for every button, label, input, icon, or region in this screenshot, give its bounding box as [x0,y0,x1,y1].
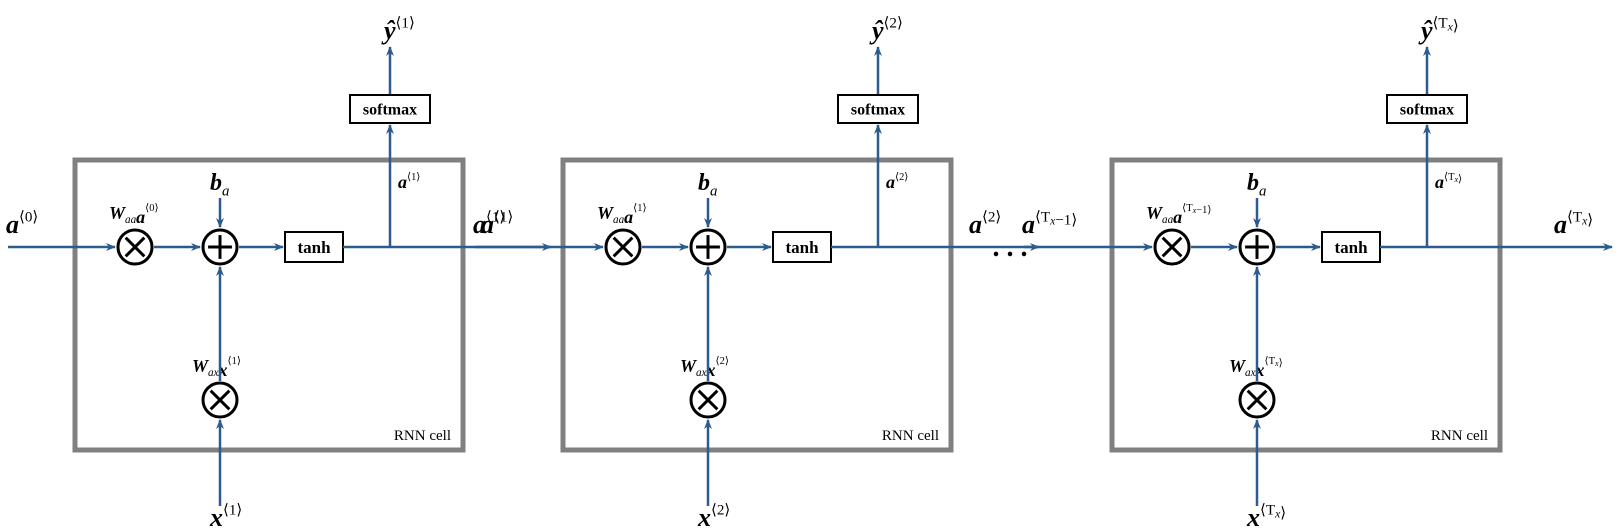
label-ba-1: ba [698,170,717,199]
label-a-top-0: a⟨1⟩ [398,172,420,192]
label-a-top-2: a⟨Tx⟩ [1435,172,1462,192]
rnn-cell-1 [75,160,463,450]
rnn-cell-label-1: RNN cell [394,428,451,444]
label-Wax-1: Waxx⟨2⟩ [680,356,729,380]
softmax-box-1-label: softmax [851,102,905,119]
rnn-cell-3 [1112,160,1500,450]
label-Wax-0: Waxx⟨1⟩ [192,356,241,380]
label-Waa-0: Waaa⟨0⟩ [109,203,159,227]
label-x-1: x⟨2⟩ [697,502,730,532]
tanh-box-0-label: tanh [297,238,331,257]
ellipsis: . . . [993,232,1028,263]
label-yhat-0: ŷ⟨1⟩ [381,15,415,45]
label-a-out-2: a⟨Tx⟩ [1554,209,1593,239]
softmax-box-2-label: softmax [1400,102,1454,119]
label-ba-2: ba [1247,170,1266,199]
label-yhat-1: ŷ⟨2⟩ [869,15,903,45]
rnn-cell-2 [563,160,951,450]
label-Waa-1: Waaa⟨1⟩ [597,203,647,227]
label-x-0: x⟨1⟩ [209,502,242,532]
rnn-cell-label-3: RNN cell [1431,428,1488,444]
label-a-top-1: a⟨2⟩ [886,172,908,192]
label-yhat-2: ŷ⟨Tx⟩ [1418,15,1459,45]
label-ba-0: ba [210,170,229,199]
label-a-in-2: a⟨Tx−1⟩ [1022,209,1077,239]
label-a-in-0: a⟨0⟩ [6,209,38,239]
label-Waa-2: Waaa⟨Tx−1⟩ [1146,203,1211,227]
softmax-box-0-label: softmax [363,102,417,119]
tanh-box-1-label: tanh [785,238,819,257]
label-x-2: x⟨Tx⟩ [1246,502,1286,532]
tanh-box-2-label: tanh [1334,238,1368,257]
rnn-cell-label-2: RNN cell [882,428,939,444]
